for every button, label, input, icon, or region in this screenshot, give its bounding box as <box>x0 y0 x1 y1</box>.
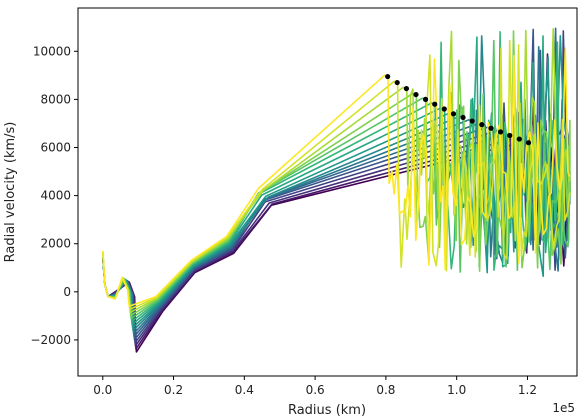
curves-layer <box>102 27 571 353</box>
shock-point <box>413 91 419 98</box>
shock-point <box>441 106 447 112</box>
shock-point <box>394 79 400 86</box>
y-axis-label: Radial velocity (km/s) <box>3 122 18 263</box>
y-axis: −2000 0 2000 4000 6000 8000 10000 <box>30 44 78 347</box>
plot-frame <box>77 7 578 377</box>
x-tick-label: 0.8 <box>376 383 395 397</box>
shock-point <box>403 85 410 92</box>
x-axis-offset-text: 1e5 <box>552 401 575 415</box>
series-line <box>102 35 571 326</box>
x-tick-label: 0.2 <box>164 383 183 397</box>
y-tick-label: 0 <box>63 285 71 299</box>
series-line <box>102 47 571 307</box>
shock-point <box>507 132 513 139</box>
y-tick-label: −2000 <box>30 333 71 347</box>
shock-point <box>497 129 504 135</box>
shock-points-layer <box>385 73 532 146</box>
x-tick-label: 1.2 <box>518 383 537 397</box>
y-tick-label: 10000 <box>33 44 71 58</box>
shock-point <box>450 111 457 117</box>
shock-point <box>488 125 494 131</box>
shock-point <box>525 140 532 146</box>
y-tick-label: 4000 <box>40 189 71 203</box>
shock-point <box>460 114 466 121</box>
shock-point <box>432 101 438 107</box>
y-tick-label: 8000 <box>40 92 71 106</box>
shock-point <box>516 136 522 142</box>
x-tick-label: 0.6 <box>306 383 325 397</box>
x-tick-label: 0.0 <box>93 383 112 397</box>
series-line <box>102 39 571 311</box>
x-axis: 0.0 0.2 0.4 0.6 0.8 1.0 1.2 <box>93 376 537 397</box>
shock-point <box>422 96 429 102</box>
y-tick-label: 6000 <box>40 141 71 155</box>
shock-point <box>469 118 475 124</box>
x-axis-label: Radius (km) <box>288 403 366 418</box>
shock-point <box>385 73 391 80</box>
y-tick-label: 2000 <box>40 237 71 251</box>
x-tick-label: 1.0 <box>447 383 466 397</box>
shock-point <box>479 122 485 128</box>
x-tick-label: 0.4 <box>235 383 254 397</box>
